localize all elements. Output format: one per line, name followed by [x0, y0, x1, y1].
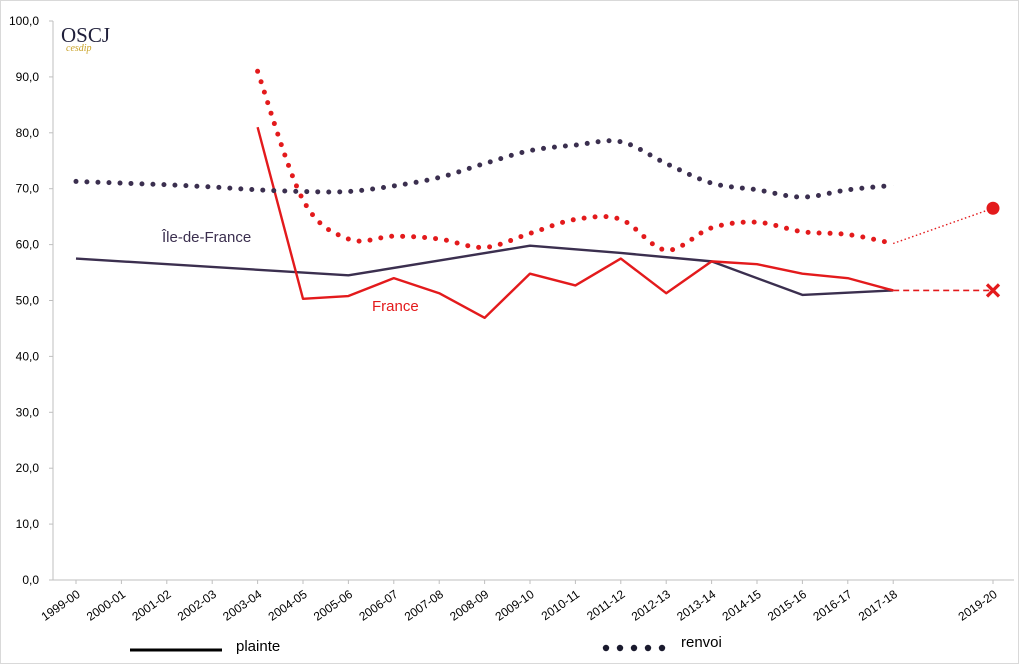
y-tick-label: 90,0 [16, 70, 40, 84]
legend: plainte renvoi [130, 634, 722, 655]
x-tick-label: 2016-17 [810, 587, 854, 624]
x-tick-label: 2009-10 [493, 587, 537, 624]
legend-renvoi-dot [644, 644, 652, 652]
y-tick-label: 100,0 [9, 14, 39, 28]
x-tick-label: 1999-00 [39, 587, 83, 624]
x-tick-label: 2010-11 [539, 587, 583, 623]
y-tick-label: 40,0 [16, 349, 40, 363]
x-tick-label: 2008-09 [447, 587, 491, 624]
x-tick-label: 2003-04 [220, 587, 264, 624]
x-tick-label: 2007-08 [402, 587, 446, 624]
series-label-france: France [372, 298, 419, 315]
x-tick-label: 2019-20 [956, 587, 1000, 624]
y-tick-label: 20,0 [16, 461, 40, 475]
x-tick-label: 2001-02 [129, 587, 173, 624]
x-tick-label: 2000-01 [84, 587, 128, 624]
x-tick-label: 2014-15 [720, 587, 764, 624]
x-tick-label: 2013-14 [674, 587, 718, 624]
line-plainte-france [256, 126, 894, 320]
y-tick-label: 0,0 [22, 573, 39, 587]
y-tick-label: 10,0 [16, 517, 40, 531]
y-tick-label: 50,0 [16, 294, 40, 308]
line-renvoi-series-3 [255, 68, 896, 253]
x-tick-label: 2015-16 [765, 587, 809, 624]
legend-renvoi-dot [616, 644, 624, 652]
legend-plainte-label: plainte [236, 638, 280, 655]
legend-renvoi-dot [602, 644, 610, 652]
projection-plainte-marker [985, 283, 1001, 298]
x-tick-label: 2004-05 [266, 587, 310, 624]
logo-subtext: cesdip [66, 43, 92, 54]
y-tick-label: 70,0 [16, 182, 40, 196]
projection-renvoi-marker [986, 201, 1000, 215]
x-tick-label: 2012-13 [629, 587, 673, 624]
y-tick-label: 80,0 [16, 126, 40, 140]
x-tick-label: 2005-06 [311, 587, 355, 624]
x-tick-label: 2002-03 [175, 587, 219, 624]
legend-renvoi-dot [658, 644, 666, 652]
legend-renvoi-label: renvoi [681, 634, 722, 651]
line-renvoi-series-2 [73, 138, 896, 200]
x-tick-label: 2011-12 [584, 587, 628, 623]
x-tick-label: 2017-18 [856, 587, 900, 624]
y-tick-label: 30,0 [16, 405, 40, 419]
legend-renvoi-dot [630, 644, 638, 652]
y-tick-label: 60,0 [16, 238, 40, 252]
x-tick-label: 2006-07 [356, 587, 400, 624]
logo-text: OSCJ [61, 23, 110, 47]
oscj-logo: OSCJ cesdip [61, 23, 110, 54]
legend-renvoi-swatch [602, 644, 666, 652]
projection-renvoi-line [892, 207, 994, 245]
line-plainte--le-de-france [75, 244, 894, 297]
series-label-ile-de-france: Île-de-France [161, 229, 251, 246]
